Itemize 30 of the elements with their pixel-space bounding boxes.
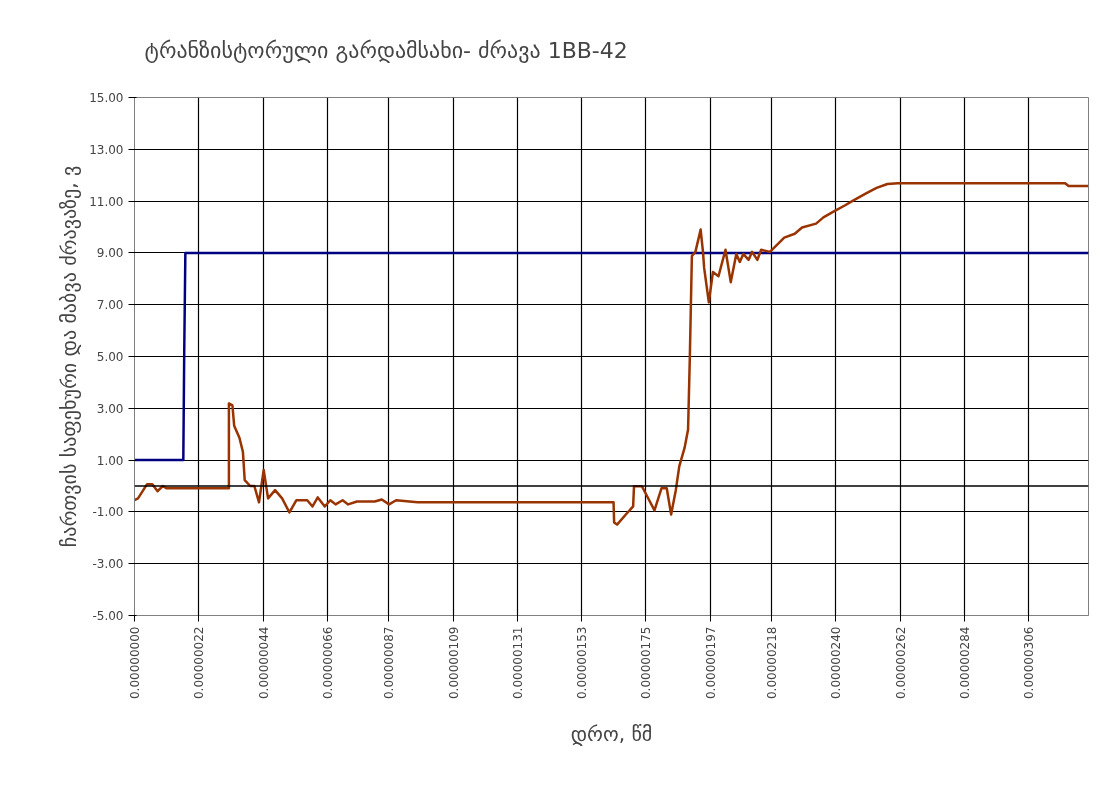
y-axis-title: ჩართვის საფეხური და მაბვა ძრავაზე, ვ bbox=[57, 165, 82, 548]
x-tick-label: 0.00000044 bbox=[256, 626, 271, 700]
x-tick-label: 0.00000109 bbox=[446, 626, 461, 700]
x-tick-label: 0.00000066 bbox=[320, 626, 335, 700]
y-tick-label: 9.00 bbox=[96, 246, 124, 261]
y-tick-label: 11.00 bbox=[89, 194, 124, 209]
x-tick-label: 0.00000262 bbox=[893, 626, 908, 700]
x-tick-label: 0.00000240 bbox=[829, 626, 844, 700]
x-tick-label: 0.00000218 bbox=[765, 626, 780, 700]
y-tick-label: 7.00 bbox=[96, 298, 124, 313]
y-tick-label: -1.00 bbox=[92, 505, 124, 520]
chart-title: ტრანზისტორული გარდამსახი- ძრავა 1BB-42 bbox=[144, 37, 628, 63]
y-tick-label: 1.00 bbox=[96, 453, 124, 468]
x-tick-label: 0.00000022 bbox=[192, 626, 207, 700]
y-tick-label: 3.00 bbox=[96, 401, 124, 416]
x-tick-label: 0.00000284 bbox=[958, 626, 973, 700]
x-tick-label: 0.00000087 bbox=[382, 626, 397, 700]
y-tick-label: -5.00 bbox=[92, 609, 124, 623]
y-tick-label: 13.00 bbox=[89, 142, 124, 157]
line-series bbox=[134, 181, 1089, 526]
y-tick-label: 15.00 bbox=[89, 91, 124, 105]
x-tick-label: 0.00000000 bbox=[128, 626, 142, 700]
x-tick-label: 0.00000153 bbox=[575, 626, 590, 700]
x-tick-label: 0.00000131 bbox=[510, 626, 525, 700]
y-tick-label: -3.00 bbox=[92, 557, 124, 572]
x-tick-label: 0.00000175 bbox=[639, 626, 654, 700]
x-axis-title: დრო, წმ bbox=[570, 722, 653, 747]
x-tick-label: 0.00000197 bbox=[703, 626, 718, 700]
y-tick-label: 5.00 bbox=[96, 350, 124, 364]
x-tick-label: 0.00000306 bbox=[1022, 626, 1037, 700]
